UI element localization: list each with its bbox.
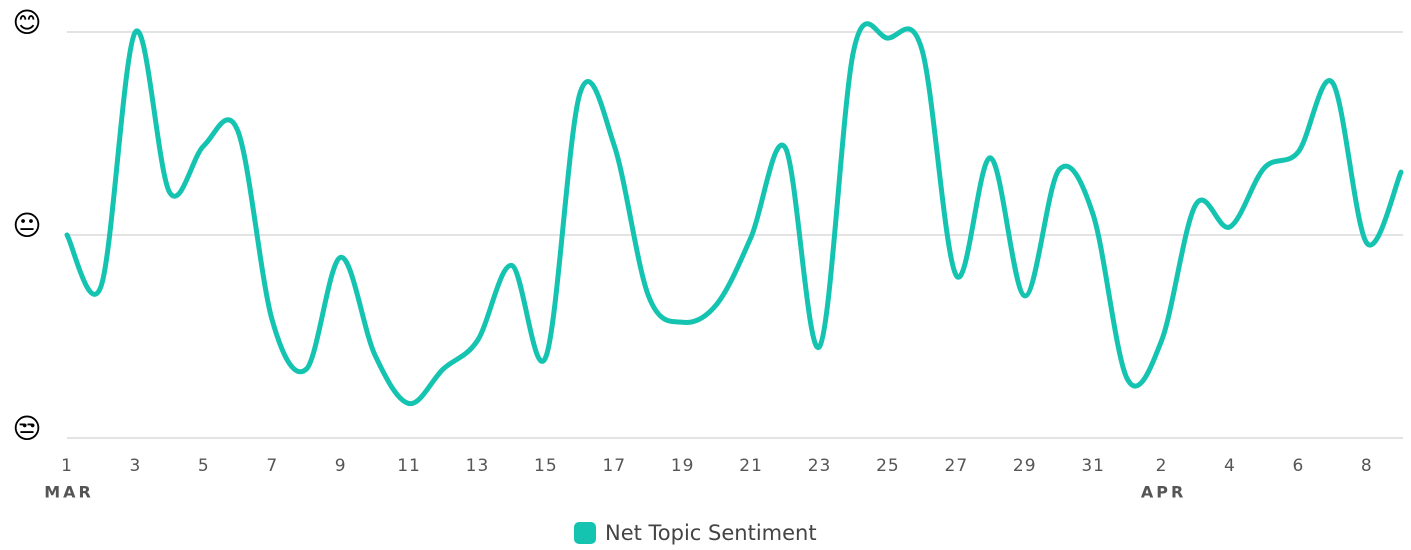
x-tick-label: 13 <box>466 456 490 476</box>
x-tick-label: 6 <box>1292 456 1304 476</box>
x-tick-label: 11 <box>397 456 421 476</box>
x-tick-label: 2 <box>1156 456 1168 476</box>
y-tick-label: 😊 <box>12 6 41 39</box>
x-tick-label: 31 <box>1081 456 1105 476</box>
x-tick-label: 15 <box>534 456 558 476</box>
x-tick-label: 23 <box>808 456 832 476</box>
x-tick-label: 29 <box>1013 456 1037 476</box>
month-label: MAR <box>44 483 94 502</box>
x-tick-label: 5 <box>198 456 210 476</box>
x-tick-label: 8 <box>1361 456 1373 476</box>
x-tick-label: 1 <box>61 456 73 476</box>
x-tick-label: 7 <box>266 456 278 476</box>
legend-label: Net Topic Sentiment <box>605 521 817 545</box>
x-tick-label: 3 <box>129 456 141 476</box>
x-tick-label: 19 <box>671 456 695 476</box>
legend-swatch <box>574 522 596 544</box>
x-tick-label: 9 <box>335 456 347 476</box>
month-label: APR <box>1141 483 1186 502</box>
x-tick-label: 27 <box>945 456 969 476</box>
x-tick-label: 17 <box>602 456 626 476</box>
x-tick-label: 21 <box>739 456 763 476</box>
y-tick-label: 😐 <box>12 209 41 242</box>
line <box>64 21 1404 406</box>
x-tick-label: 4 <box>1224 456 1236 476</box>
y-tick-label: 😒 <box>12 412 41 445</box>
x-tick-label: 25 <box>876 456 900 476</box>
